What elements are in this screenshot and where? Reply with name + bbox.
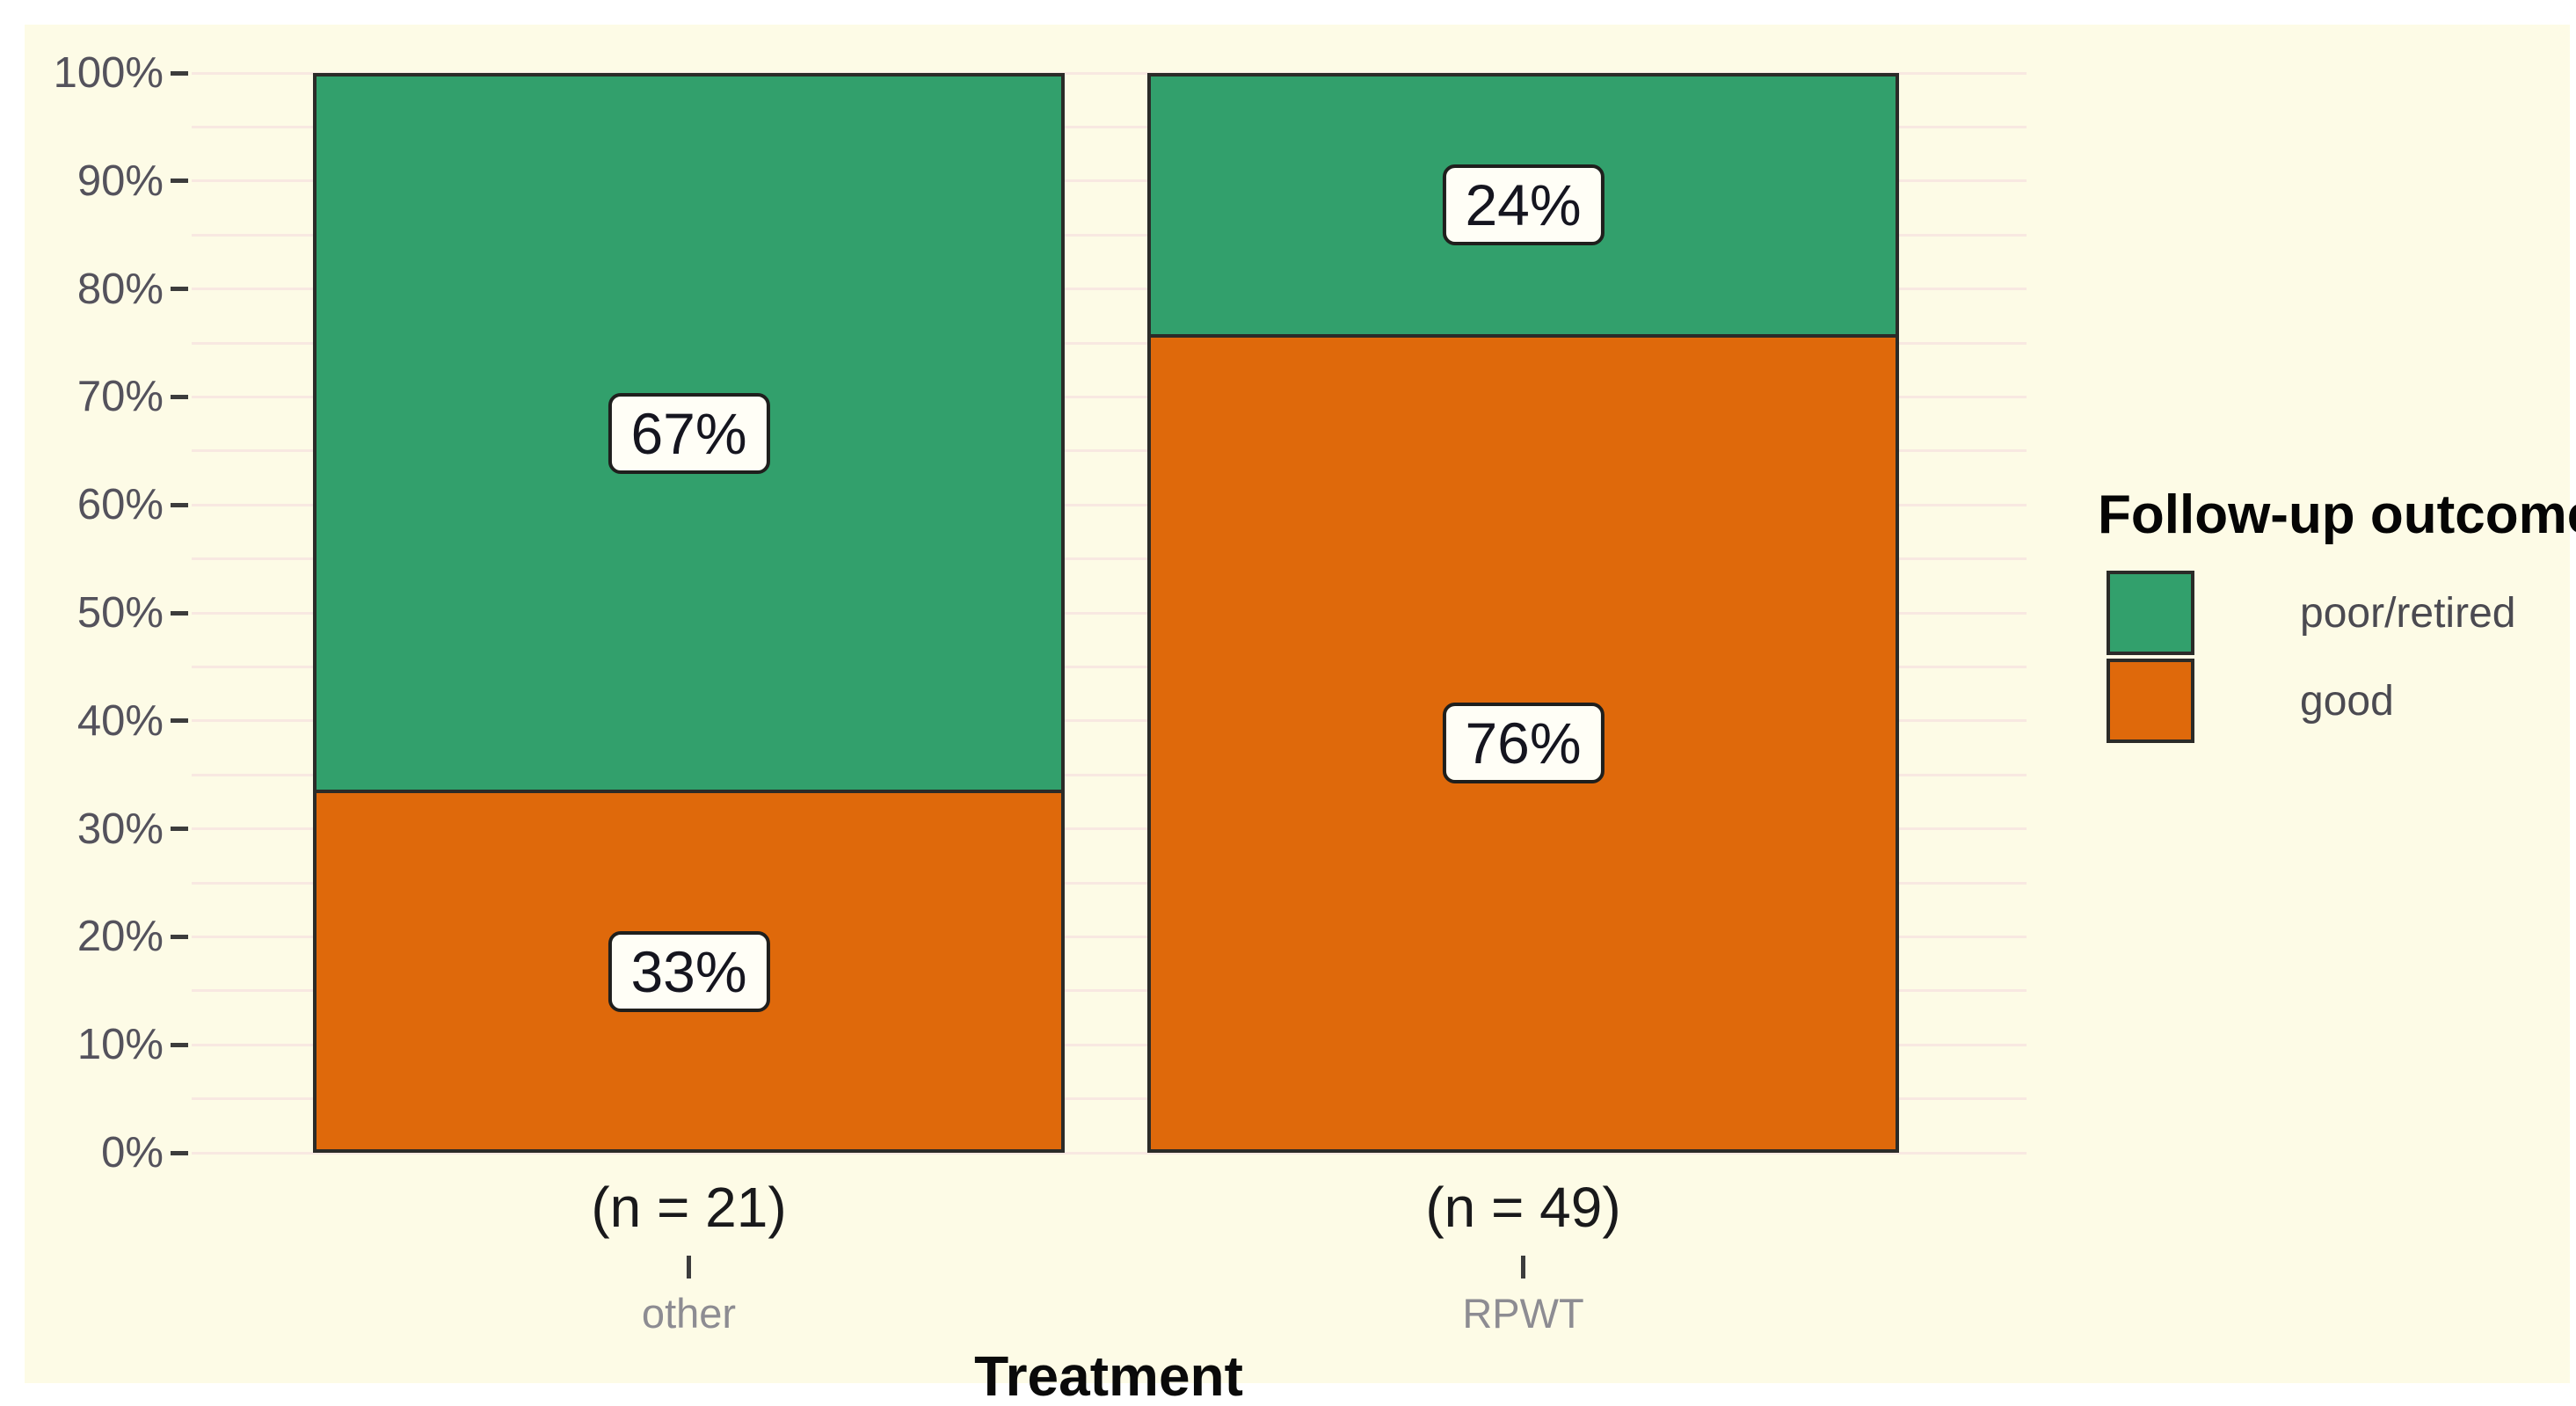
y-axis-tick <box>171 1042 188 1047</box>
gridline <box>192 341 2027 345</box>
gridline <box>192 125 2027 128</box>
bar-value-label: 67% <box>608 392 770 474</box>
y-axis-tick <box>171 394 188 399</box>
y-axis-tick <box>171 827 188 832</box>
y-axis-tick <box>171 178 188 184</box>
legend-swatch-poor-retired <box>2107 571 2194 655</box>
bar-value-label: 33% <box>608 930 770 1012</box>
y-axis-tick <box>171 934 188 939</box>
y-axis-tick <box>171 502 188 507</box>
gridline <box>192 665 2027 668</box>
gridline <box>192 179 2027 183</box>
gridline <box>192 1151 2027 1155</box>
y-axis-tick-label: 70% <box>76 373 164 421</box>
chart-figure: 67% 33% 24% 76% 0% 10% 20% 30% 40% 50% 60% 70% 80% 9… <box>25 25 2576 1406</box>
legend-title: Follow-up outcome <box>2098 484 2576 545</box>
legend-swatch-good <box>2107 659 2194 743</box>
gridline <box>192 719 2027 723</box>
gridline <box>192 503 2027 506</box>
y-axis-tick <box>171 610 188 616</box>
y-axis-tick-label: 20% <box>76 913 164 961</box>
y-axis-tick <box>171 1150 188 1155</box>
gridline <box>192 233 2027 237</box>
bar-value-label: 24% <box>1442 164 1605 246</box>
y-axis-tick-label: 100% <box>53 49 164 97</box>
gridline <box>192 935 2027 938</box>
legend-label: poor/retired <box>2300 589 2516 637</box>
gridline <box>192 827 2027 831</box>
x-axis-n-label: (n = 21) <box>591 1176 787 1239</box>
gridline <box>192 773 2027 776</box>
gridline <box>192 1097 2027 1101</box>
legend-label: good <box>2300 677 2394 725</box>
y-axis-tick-label: 50% <box>76 589 164 637</box>
gridline <box>192 881 2027 885</box>
gridline <box>192 1043 2027 1046</box>
x-axis-category-label: RPWT <box>1462 1290 1584 1337</box>
gridline <box>192 71 2027 75</box>
x-axis-n-label: (n = 49) <box>1425 1176 1621 1239</box>
legend-entry: good <box>2098 659 2576 743</box>
gridline <box>192 288 2027 291</box>
x-axis-category-label: other <box>641 1290 737 1337</box>
bar-value-label: 76% <box>1442 703 1605 784</box>
y-axis-tick-label: 30% <box>76 805 164 853</box>
y-axis-tick-label: 60% <box>76 481 164 529</box>
y-axis-tick <box>171 718 188 724</box>
x-axis-tick <box>687 1256 691 1279</box>
legend-entries: poor/retired good <box>2098 571 2576 743</box>
gridline <box>192 449 2027 453</box>
legend: Follow-up outcome poor/retired good <box>2098 484 2576 747</box>
gridline <box>192 395 2027 398</box>
plot-panel: 67% 33% 24% 76% <box>192 71 2027 1155</box>
y-axis-tick-label: 90% <box>76 157 164 205</box>
y-axis-tick-label: 10% <box>76 1021 164 1069</box>
legend-entry: poor/retired <box>2098 571 2576 655</box>
x-axis-tick <box>1521 1256 1525 1279</box>
y-axis-tick <box>171 287 188 292</box>
gridline <box>192 989 2027 993</box>
y-axis-tick-label: 40% <box>76 696 164 745</box>
y-axis-tick-label: 80% <box>76 265 164 313</box>
y-axis-tick <box>171 70 188 76</box>
y-axis-tick-label: 0% <box>101 1129 164 1177</box>
gridline <box>192 611 2027 615</box>
gridline <box>192 557 2027 561</box>
x-axis-title: Treatment <box>974 1344 1243 1406</box>
